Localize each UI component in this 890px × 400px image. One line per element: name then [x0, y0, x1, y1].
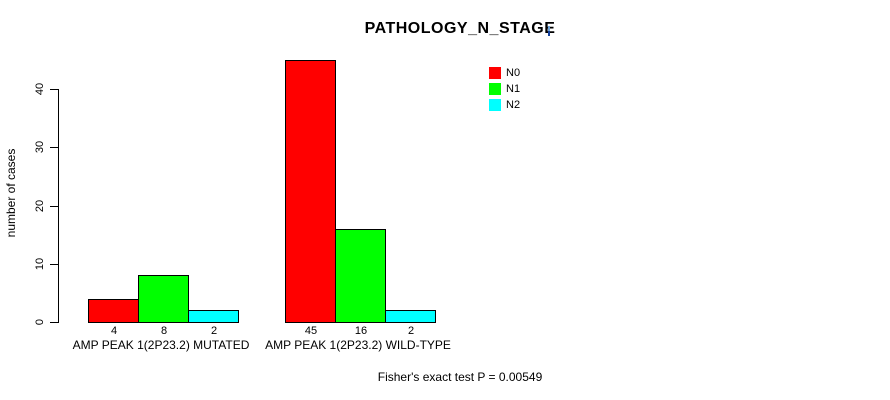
bar [138, 275, 189, 323]
text-caret [548, 26, 550, 36]
x-group-label: AMP PEAK 1(2P23.2) MUTATED [72, 338, 250, 352]
y-tick-label: 20 [34, 199, 46, 213]
y-tick-label: 0 [34, 318, 46, 326]
legend-swatch [489, 99, 501, 111]
bar-value-label: 8 [160, 325, 168, 337]
y-tick [50, 322, 58, 323]
y-tick-label: 10 [34, 257, 46, 271]
x-group-label: AMP PEAK 1(2P23.2) WILD-TYPE [265, 338, 451, 352]
y-tick-label: 30 [34, 140, 46, 154]
bar-value-label: 16 [354, 325, 368, 337]
bar-value-label: 4 [110, 325, 118, 337]
legend: N0 N1 N2 [489, 65, 520, 113]
stats-annotation: Fisher's exact test P = 0.00549 [377, 370, 543, 384]
legend-swatch [489, 67, 501, 79]
legend-label: N2 [506, 99, 521, 111]
legend-label: N1 [506, 83, 521, 95]
y-axis-line [58, 89, 59, 323]
legend-item: N2 [489, 97, 520, 113]
y-tick [50, 206, 58, 207]
legend-swatch [489, 83, 501, 95]
bar [88, 299, 139, 323]
chart-title: PATHOLOGY_N_STAGE [364, 20, 556, 37]
bar [285, 60, 336, 323]
y-tick [50, 147, 58, 148]
bar-value-label: 45 [304, 325, 318, 337]
y-tick-label: 40 [34, 82, 46, 96]
legend-item: N0 [489, 65, 520, 81]
y-axis-label: number of cases [4, 148, 18, 238]
bar [188, 310, 239, 323]
bar [385, 310, 436, 323]
bar-value-label: 2 [210, 325, 218, 337]
bar-value-label: 2 [407, 325, 415, 337]
y-tick [50, 264, 58, 265]
y-tick [50, 89, 58, 90]
legend-item: N1 [489, 81, 520, 97]
legend-label: N0 [506, 67, 521, 79]
bar [335, 229, 386, 323]
